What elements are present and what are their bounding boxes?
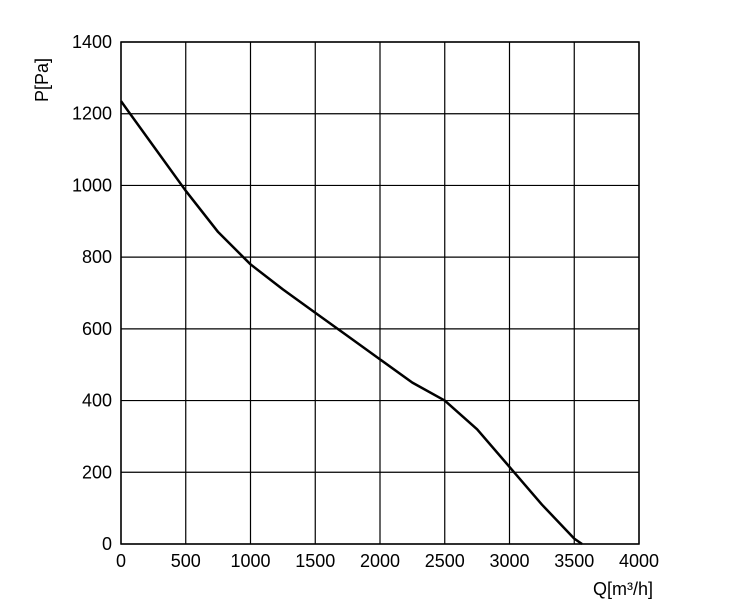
x-axis-label: Q[m³/h] — [593, 579, 653, 599]
y-tick-label: 200 — [82, 462, 112, 482]
x-tick-label: 4000 — [619, 551, 659, 571]
y-tick-label: 0 — [102, 534, 112, 554]
curve — [119, 100, 583, 546]
x-tick-label: 3500 — [554, 551, 594, 571]
x-tick-label: 2500 — [425, 551, 465, 571]
x-tick-label: 3000 — [489, 551, 529, 571]
plot-frame — [120, 41, 640, 545]
y-tick-label: 1400 — [72, 32, 112, 52]
x-tick-label: 0 — [116, 551, 126, 571]
y-tick-label: 1000 — [72, 175, 112, 195]
y-tick-label: 400 — [82, 391, 112, 411]
y-tick-label: 800 — [82, 247, 112, 267]
y-tick-label: 600 — [82, 319, 112, 339]
x-tick-label: 2000 — [360, 551, 400, 571]
y-axis-label: P[Pa] — [32, 58, 52, 102]
x-tick-label: 500 — [171, 551, 201, 571]
x-tick-label: 1500 — [295, 551, 335, 571]
y-tick-label: 1200 — [72, 104, 112, 124]
x-tick-label: 1000 — [230, 551, 270, 571]
